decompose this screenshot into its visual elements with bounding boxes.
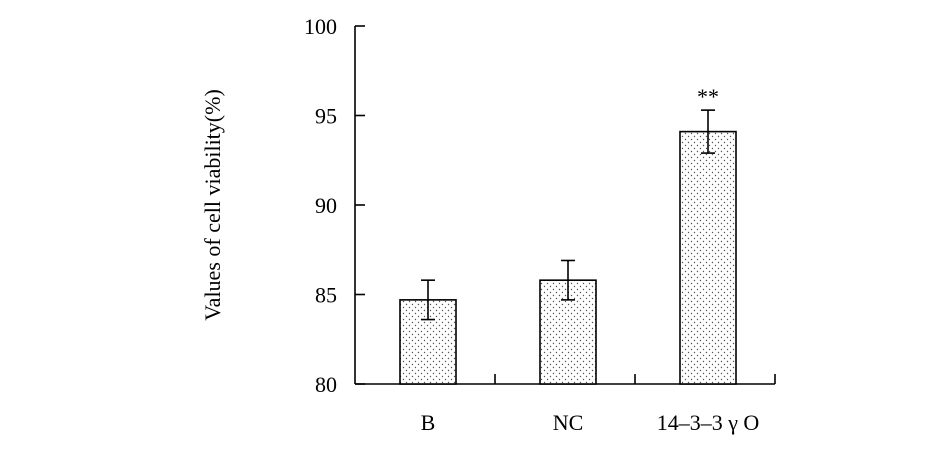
bar-2	[679, 130, 737, 385]
y-tick-label-0: 80	[315, 372, 337, 397]
y-tick-label-3: 95	[315, 104, 337, 129]
y-tick-label-2: 90	[315, 193, 337, 218]
y-axis-label: Values of cell viability(%)	[200, 89, 225, 321]
x-category-label-1: NC	[553, 410, 584, 435]
y-tick-label-4: 100	[304, 14, 337, 39]
bars: B NC 14–3–3 γ O **	[399, 84, 760, 435]
y-tick-label-1: 85	[315, 283, 337, 308]
x-category-label-0: B	[421, 410, 436, 435]
significance-annotation-2: **	[697, 84, 719, 109]
x-category-label-2: 14–3–3 γ O	[657, 410, 760, 435]
